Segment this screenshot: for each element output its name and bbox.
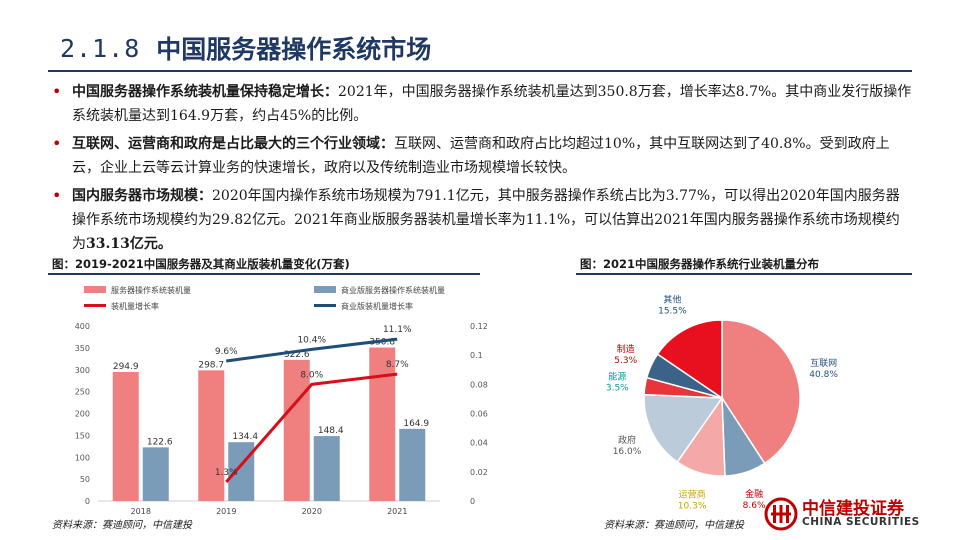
y2-tick-label: 0.1 xyxy=(470,351,483,360)
line-value-label: 11.1% xyxy=(383,325,412,335)
y2-tick-label: 0 xyxy=(470,497,475,506)
logo-name-en: CHINA SECURITIES xyxy=(802,516,920,528)
legend-label: 装机量增长率 xyxy=(111,301,159,311)
x-tick-label: 2020 xyxy=(302,507,322,516)
legend-label: 商业版装机量增长率 xyxy=(341,301,413,311)
bullet-dot-icon: • xyxy=(52,82,62,101)
citic-logo-icon xyxy=(764,497,798,531)
bar-value-label: 294.9 xyxy=(113,362,139,372)
pie-slice-name: 政府 xyxy=(618,434,636,446)
y-tick-label: 50 xyxy=(80,475,90,484)
pie-slice-value: 5.3% xyxy=(614,356,637,366)
pie-slice xyxy=(656,319,723,400)
y2-tick-label: 0.04 xyxy=(470,439,488,448)
pie-slice xyxy=(643,393,724,464)
bar-value-label: 164.9 xyxy=(403,419,429,429)
legend-label: 服务器操作系统装机量 xyxy=(111,285,191,295)
page-title: 中国服务器操作系统市场 xyxy=(156,35,432,64)
bullet-heading: 互联网、运营商和政府是占比最大的三个行业领域： xyxy=(72,136,394,152)
bullet-text: 2020年国内操作系统市场规模为791.1亿元，其中服务器操作系统占比为3.77… xyxy=(72,188,900,252)
bullet-heading: 国内服务器市场规模： xyxy=(72,188,212,204)
left-source-note: 资料来源：赛迪顾问，中信建投 xyxy=(52,520,192,531)
bullet-dot-icon: • xyxy=(52,134,62,153)
bar-value-label: 134.4 xyxy=(232,432,258,442)
bar xyxy=(198,370,225,501)
line-value-label: 8.7% xyxy=(386,360,409,370)
left-figure-caption: 图：2019-2021中国服务器及其商业版装机量变化(万套) xyxy=(52,257,350,271)
company-logo: 中信建投证券 CHINA SECURITIES xyxy=(764,492,924,536)
right-caption-rule xyxy=(576,273,912,275)
y-tick-label: 250 xyxy=(75,388,90,397)
page-header: 2.1.8 中国服务器操作系统市场 xyxy=(60,28,431,68)
y-tick-label: 300 xyxy=(75,366,90,375)
pie-slice-name: 其他 xyxy=(663,293,681,305)
y-tick-label: 150 xyxy=(75,431,90,440)
series-line xyxy=(225,372,398,484)
y-tick-label: 400 xyxy=(75,322,90,331)
pie-slice-value: 40.8% xyxy=(809,370,838,380)
y-tick-label: 100 xyxy=(75,453,90,462)
pie-slice-value: 8.6% xyxy=(743,501,766,511)
right-figure-caption: 图：2021中国服务器操作系统行业装机量分布 xyxy=(580,257,820,271)
section-number: 2.1.8 xyxy=(60,33,141,63)
y-tick-label: 0 xyxy=(85,497,90,506)
line-value-label: 10.4% xyxy=(297,335,326,345)
bar xyxy=(369,347,396,501)
y2-tick-label: 0.06 xyxy=(470,410,488,419)
x-tick-label: 2019 xyxy=(216,507,236,516)
pie-slice-value: 10.3% xyxy=(678,502,707,512)
bullet-highlight: 33.13亿元。 xyxy=(86,236,172,252)
legend-label: 商业版服务器操作系统装机量 xyxy=(341,285,445,295)
y-tick-label: 350 xyxy=(75,344,90,353)
pie-slice-value: 15.5% xyxy=(658,306,687,316)
y2-tick-label: 0.08 xyxy=(470,380,488,389)
bullet-text: 互联网、运营商和政府占比均超过10%，其中互联网达到了40.8%。受到政府上云，… xyxy=(72,136,890,176)
bar xyxy=(142,447,169,501)
pie-slice-value: 3.5% xyxy=(606,384,629,394)
bar xyxy=(283,359,310,501)
bar-value-label: 148.4 xyxy=(318,426,344,436)
pie-slice-name: 能源 xyxy=(608,371,626,383)
bar xyxy=(228,442,255,501)
right-source-note: 资料来源：赛迪顾问，中信建投 xyxy=(604,520,744,531)
line-value-label: 1.3% xyxy=(215,468,238,478)
bar-value-label: 322.6 xyxy=(284,350,310,360)
pie-slice-name: 运营商 xyxy=(679,489,706,501)
logo-name-cn: 中信建投证券 xyxy=(802,499,904,519)
y-tick-label: 200 xyxy=(75,410,90,419)
pie-slice-name: 互联网 xyxy=(810,358,837,369)
y2-tick-label: 0.02 xyxy=(470,468,488,477)
bullet-heading: 中国服务器操作系统装机量保持稳定增长： xyxy=(72,84,338,100)
x-tick-label: 2021 xyxy=(387,507,407,516)
pie-slice-name: 金融 xyxy=(745,488,763,500)
bullet-item: • 国内服务器市场规模：2020年国内操作系统市场规模为791.1亿元，其中服务… xyxy=(50,184,912,256)
bar-value-label: 298.7 xyxy=(198,360,224,370)
title-divider xyxy=(48,70,912,72)
line-value-label: 8.0% xyxy=(300,370,323,380)
bullet-dot-icon: • xyxy=(52,186,62,205)
legend-swatch xyxy=(84,286,106,293)
bullet-text: 2021年，中国服务器操作系统装机量达到350.8万套，增长率达8.7%。其中商… xyxy=(72,84,912,124)
pie-slice-value: 16.0% xyxy=(613,447,642,457)
pie-slice-name: 制造 xyxy=(617,343,635,355)
bullet-list: • 中国服务器操作系统装机量保持稳定增长：2021年，中国服务器操作系统装机量达… xyxy=(50,80,912,260)
series-line xyxy=(226,337,398,363)
y2-tick-label: 0.12 xyxy=(470,322,488,331)
x-tick-label: 2018 xyxy=(131,507,151,516)
legend-swatch xyxy=(314,286,336,293)
line-value-label: 9.6% xyxy=(215,347,238,357)
bar xyxy=(313,436,340,501)
bar-value-label: 350.8 xyxy=(369,338,395,348)
bar-value-label: 122.6 xyxy=(147,437,173,447)
left-caption-rule xyxy=(48,273,480,275)
bar xyxy=(112,371,139,501)
bullet-item: • 互联网、运营商和政府是占比最大的三个行业领域：互联网、运营商和政府占比均超过… xyxy=(50,132,912,180)
bar xyxy=(399,428,426,501)
bullet-item: • 中国服务器操作系统装机量保持稳定增长：2021年，中国服务器操作系统装机量达… xyxy=(50,80,912,128)
